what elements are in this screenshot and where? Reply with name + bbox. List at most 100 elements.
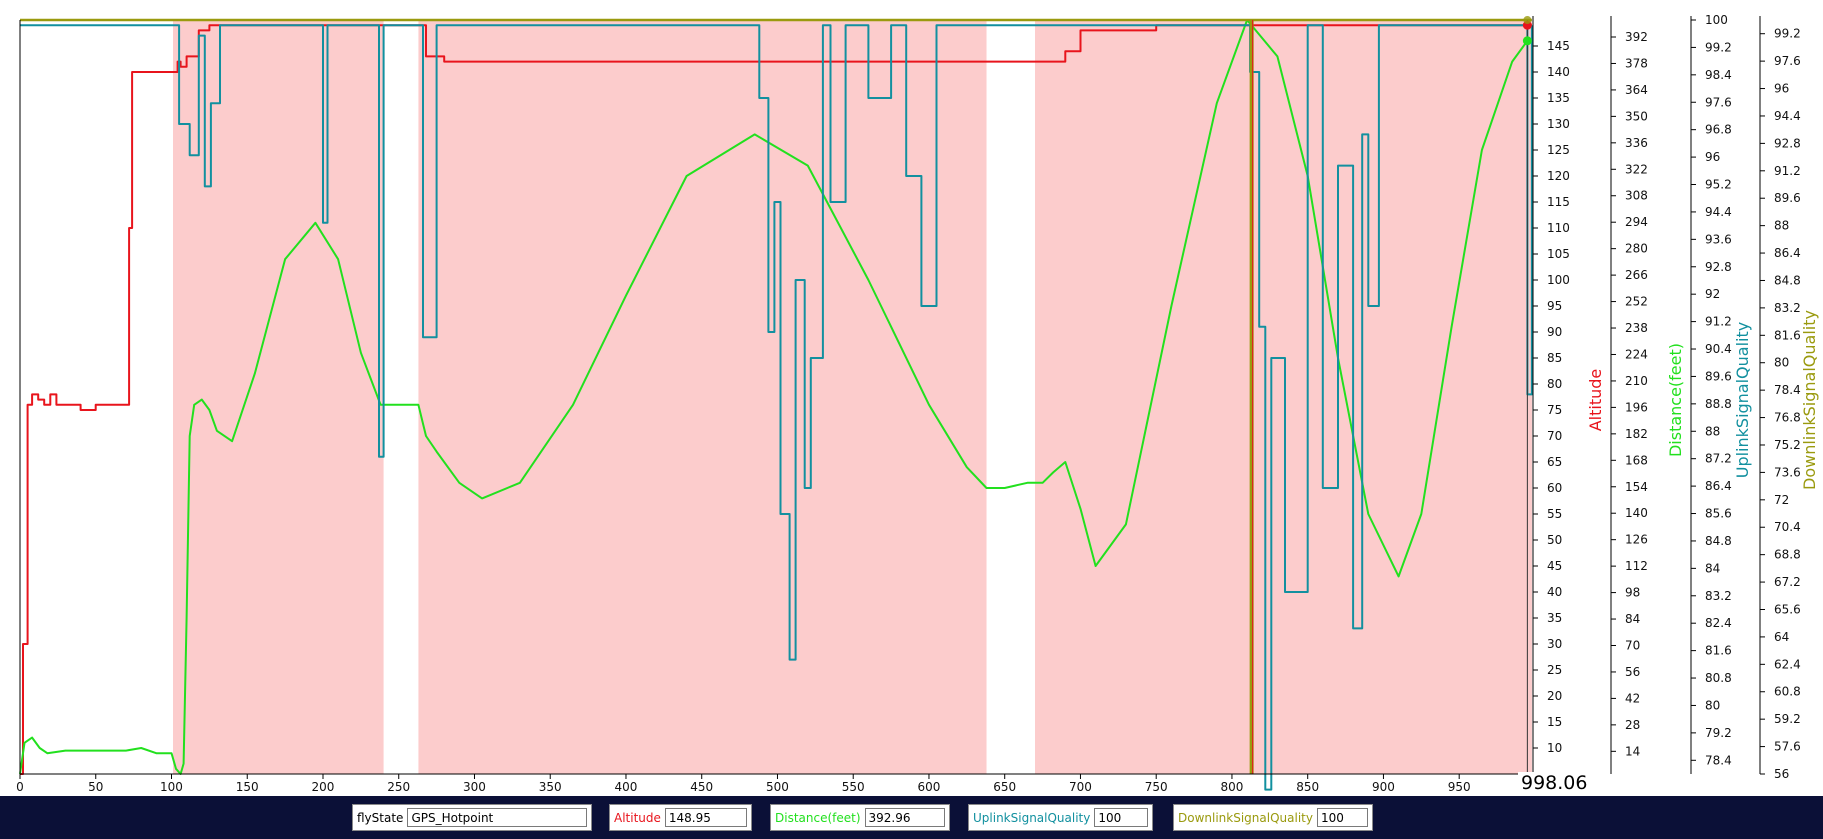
uplink-tick-label: 57.6	[1774, 740, 1801, 754]
uplink-field: UplinkSignalQuality 100	[968, 804, 1153, 831]
uplink-tick-label: 75.2	[1774, 438, 1801, 452]
inner-tick-label: 135	[1547, 91, 1570, 105]
inner-tick-label: 45	[1547, 559, 1562, 573]
cursor-dot-distance	[1522, 36, 1532, 46]
altitude-tick-label: 168	[1625, 453, 1648, 467]
altitude-tick-label: 154	[1625, 480, 1648, 494]
altitude-tick-label: 140	[1625, 506, 1648, 520]
altitude-tick-label: 126	[1625, 533, 1648, 547]
inner-tick-label: 90	[1547, 325, 1562, 339]
uplink-tick-label: 86.4	[1774, 246, 1801, 260]
distance-tick-label: 96	[1705, 150, 1720, 164]
x-tick-label: 400	[615, 780, 638, 794]
distance-label: Distance(feet)	[775, 810, 861, 825]
cursor-dot-downlink	[1523, 16, 1532, 24]
inner-tick-label: 10	[1547, 741, 1562, 755]
altitude-tick-label: 308	[1625, 189, 1648, 203]
inner-tick-label: 130	[1547, 117, 1570, 131]
x-tick-label: 700	[1069, 780, 1092, 794]
inner-tick-label: 80	[1547, 377, 1562, 391]
distance-tick-label: 83.2	[1705, 589, 1732, 603]
uplink-tick-label: 70.4	[1774, 520, 1801, 534]
altitude-field: Altitude 148.95	[609, 804, 752, 831]
flystate-label: flyState	[357, 810, 404, 825]
inner-tick-label: 95	[1547, 299, 1562, 313]
x-tick-label: 850	[1296, 780, 1319, 794]
altitude-tick-label: 266	[1625, 268, 1648, 282]
x-tick-label: 950	[1448, 780, 1471, 794]
distance-tick-label: 97.6	[1705, 95, 1732, 109]
altitude-tick-label: 84	[1625, 612, 1640, 626]
inner-tick-label: 145	[1547, 39, 1570, 53]
uplink-tick-label: 76.8	[1774, 411, 1801, 425]
altitude-tick-label: 294	[1625, 215, 1648, 229]
distance-tick-label: 96.8	[1705, 123, 1732, 137]
distance-field: Distance(feet) 392.96	[770, 804, 950, 831]
altitude-value[interactable]: 148.95	[664, 808, 747, 827]
inner-tick-label: 30	[1547, 637, 1562, 651]
x-tick-label: 450	[690, 780, 713, 794]
uplink-tick-label: 94.4	[1774, 109, 1801, 123]
inner-tick-label: 70	[1547, 429, 1562, 443]
status-bar: flyState GPS_Hotpoint Altitude 148.95 Di…	[0, 796, 1823, 839]
flystate-field: flyState GPS_Hotpoint	[352, 804, 592, 831]
altitude-tick-label: 224	[1625, 347, 1648, 361]
distance-tick-label: 91.2	[1705, 315, 1732, 329]
inner-tick-label: 110	[1547, 221, 1570, 235]
inner-tick-label: 115	[1547, 195, 1570, 209]
altitude-tick-label: 14	[1625, 744, 1640, 758]
altitude-tick-label: 210	[1625, 374, 1648, 388]
uplink-tick-label: 83.2	[1774, 301, 1801, 315]
downlink-value[interactable]: 100	[1316, 808, 1368, 827]
uplink-tick-label: 59.2	[1774, 712, 1801, 726]
altitude-label: Altitude	[614, 810, 661, 825]
distance-tick-label: 92.8	[1705, 260, 1732, 274]
telemetry-chart[interactable]: 0 50 100 150 200 250 300 350 400 450 500 550 600 650 7…	[0, 0, 1823, 800]
inner-tick-label: 125	[1547, 143, 1570, 157]
x-tick-label: 100	[160, 780, 183, 794]
uplink-value[interactable]: 100	[1094, 808, 1148, 827]
inner-tick-label: 75	[1547, 403, 1562, 417]
distance-tick-label: 87.2	[1705, 452, 1732, 466]
cursor-x-readout: 998.06	[1518, 772, 1591, 794]
shaded-interval	[1035, 20, 1532, 774]
shaded-interval	[173, 20, 384, 774]
uplink-tick-label: 60.8	[1774, 685, 1801, 699]
inner-tick-label: 105	[1547, 247, 1570, 261]
distance-tick-label: 89.6	[1705, 369, 1732, 383]
distance-tick-label: 100	[1705, 13, 1728, 27]
inner-tick-label: 55	[1547, 507, 1562, 521]
inner-tick-label: 140	[1547, 65, 1570, 79]
series-altitude	[20, 24, 1532, 775]
distance-value[interactable]: 392.96	[864, 808, 945, 827]
uplink-tick-label: 80	[1774, 356, 1789, 370]
x-tick-label: 0	[16, 780, 24, 794]
x-tick-label: 300	[463, 780, 486, 794]
altitude-tick-label: 350	[1625, 109, 1648, 123]
uplink-tick-label: 91.2	[1774, 164, 1801, 178]
uplink-tick-label: 84.8	[1774, 273, 1801, 287]
distance-tick-label: 78.4	[1705, 753, 1732, 767]
inner-tick-label: 20	[1547, 689, 1562, 703]
altitude-tick-label: 392	[1625, 30, 1648, 44]
series-distancefeet	[19, 19, 1529, 775]
distance-tick-label: 81.6	[1705, 644, 1732, 658]
altitude-tick-label: 196	[1625, 400, 1648, 414]
uplink-tick-label: 88	[1774, 219, 1789, 233]
distance-tick-label: 94.4	[1705, 205, 1732, 219]
x-tick-label: 750	[1145, 780, 1168, 794]
altitude-tick-label: 182	[1625, 427, 1648, 441]
x-tick-label: 650	[993, 780, 1016, 794]
flystate-value[interactable]: GPS_Hotpoint	[407, 808, 587, 827]
distance-tick-label: 88.8	[1705, 397, 1732, 411]
distance-tick-label: 86.4	[1705, 479, 1732, 493]
uplink-tick-label: 92.8	[1774, 136, 1801, 150]
series-uplinksignalquality	[20, 24, 1533, 791]
distance-tick-label: 84	[1705, 561, 1720, 575]
shaded-interval	[418, 20, 987, 774]
altitude-tick-label: 70	[1625, 638, 1640, 652]
inner-tick-label: 100	[1547, 273, 1570, 287]
uplink-tick-label: 72	[1774, 493, 1789, 507]
distance-tick-label: 95.2	[1705, 178, 1732, 192]
inner-tick-label: 40	[1547, 585, 1562, 599]
